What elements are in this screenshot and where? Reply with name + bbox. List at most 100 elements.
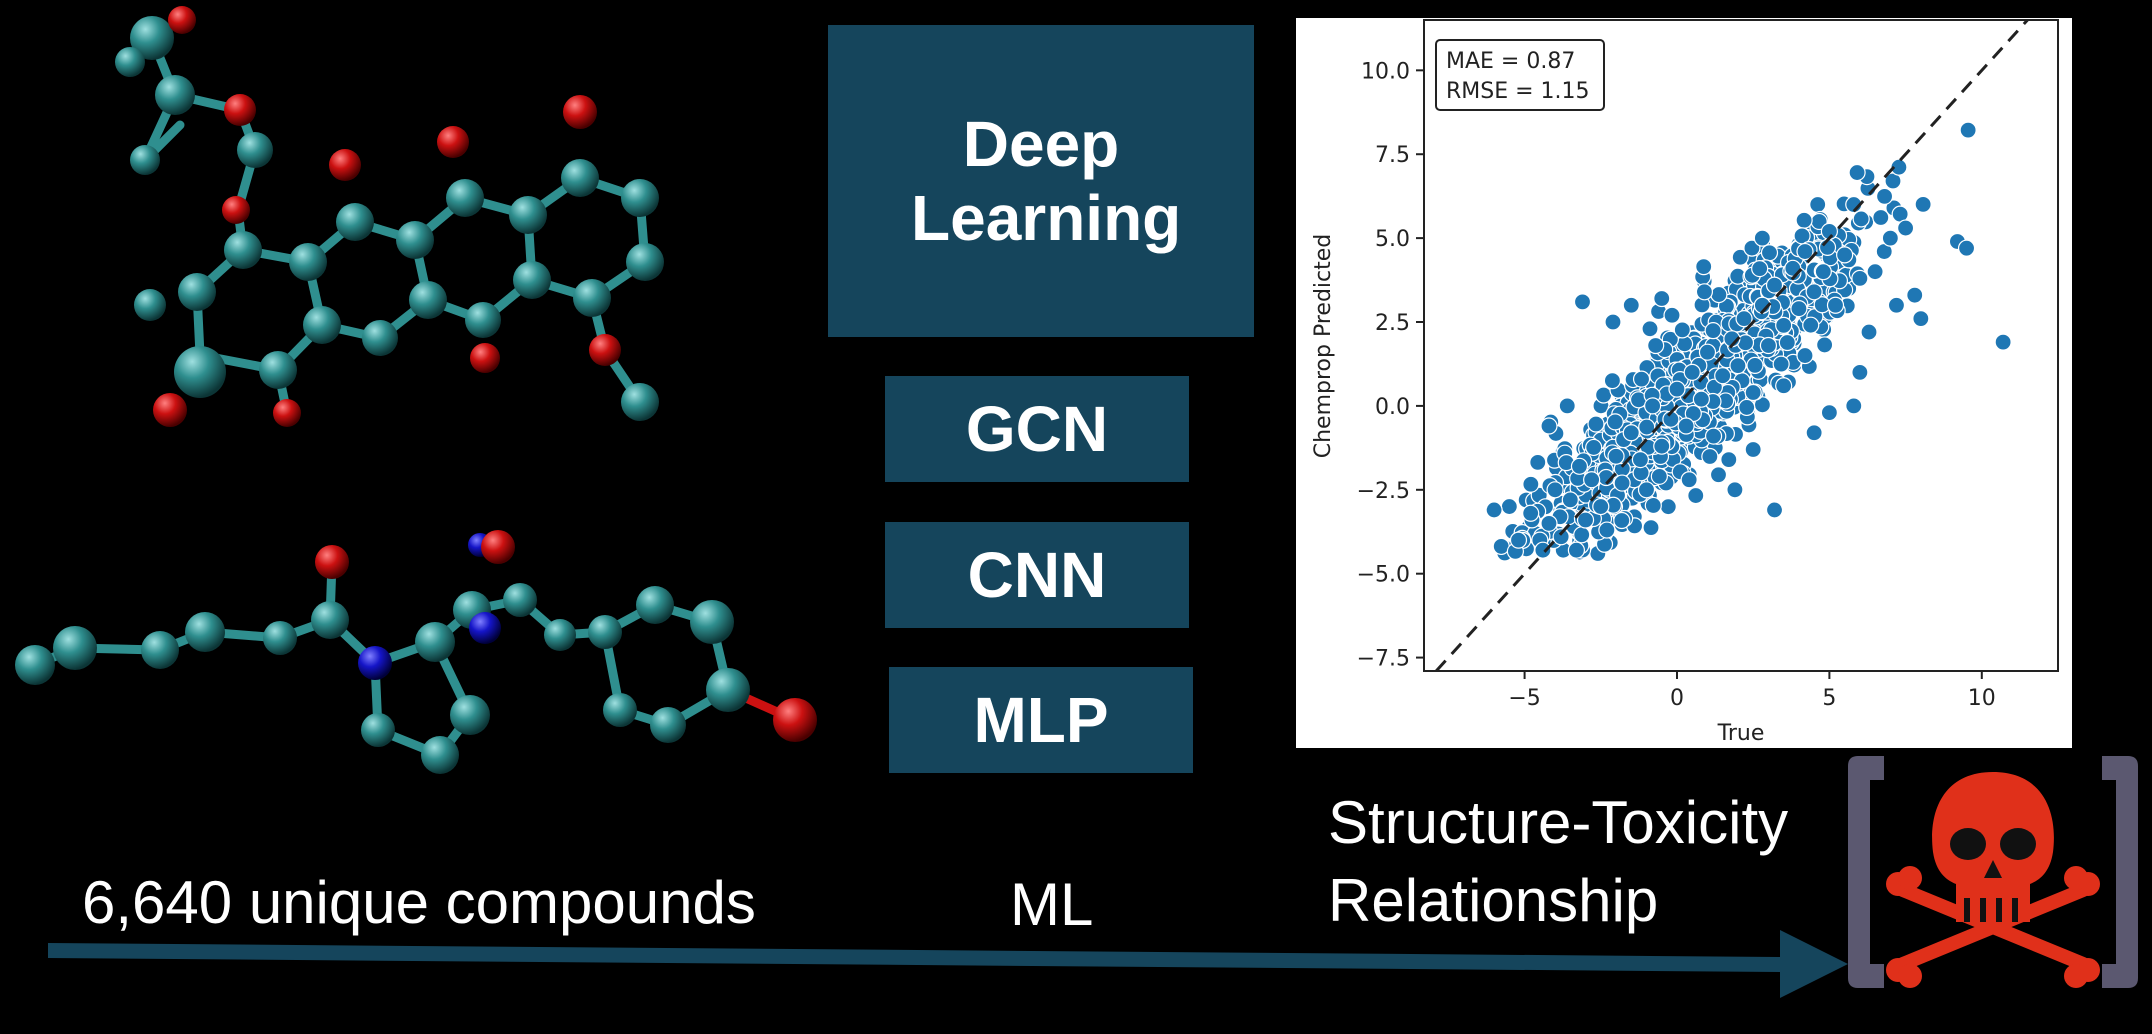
scatter-point: [1631, 450, 1650, 469]
scatter-point: [1583, 471, 1601, 489]
scatter-point: [1866, 263, 1884, 281]
scatter-point-bg: [1890, 158, 1908, 176]
deep-learning-label: Deep Learning: [911, 108, 1182, 254]
scatter-point: [1814, 263, 1832, 281]
scatter-point: [1607, 447, 1625, 465]
scatter-point: [1540, 514, 1558, 532]
y-tick-label: 7.5: [1375, 143, 1410, 168]
scatter-point-bg: [1731, 248, 1749, 266]
scatter-point: [1805, 424, 1823, 442]
scatter-point: [1790, 299, 1808, 318]
scatter-point-bg: [1687, 486, 1705, 505]
scatter-point: [1765, 276, 1784, 294]
scatter-point-bg: [1594, 386, 1613, 404]
relationship-line1: Structure-Toxicity: [1328, 789, 1789, 856]
scatter-point: [1637, 481, 1656, 499]
scatter-point: [1851, 269, 1869, 287]
scatter-point-bg: [1573, 526, 1591, 544]
mlp-label: MLP: [973, 684, 1109, 756]
scatter-point: [1522, 504, 1540, 522]
gcn-label: GCN: [965, 393, 1109, 465]
scatter-point: [1653, 437, 1671, 455]
scatter-point: [1820, 404, 1838, 422]
scatter-point-bg: [1816, 336, 1834, 354]
scatter-point-bg: [1743, 239, 1761, 257]
scatter-point-bg: [1802, 316, 1820, 334]
compounds-label: 6,640 unique compounds: [82, 869, 756, 936]
scatter-point: [1622, 424, 1640, 442]
cnn-label: CNN: [967, 539, 1107, 611]
scatter-point: [1994, 333, 2012, 351]
scatter-point-bg: [1642, 518, 1660, 537]
rmse-text: RMSE = 1.15: [1446, 79, 1590, 104]
scatter-point: [1695, 283, 1714, 301]
scatter-point: [1613, 474, 1631, 492]
x-tick-label: 10: [1968, 686, 1996, 711]
x-tick-label: 5: [1822, 686, 1836, 711]
scatter-point-bg: [1587, 415, 1605, 433]
scatter-point-bg: [1875, 187, 1894, 205]
scatter-point-bg: [1751, 259, 1769, 278]
scatter-point: [1775, 316, 1793, 334]
scatter-point: [1622, 296, 1640, 314]
scatter-point-bg: [1644, 496, 1662, 515]
scatter-point-bg: [1709, 466, 1728, 484]
scatter-point: [1836, 246, 1854, 264]
scatter-point-bg: [1663, 306, 1681, 324]
molecule-1: [115, 6, 664, 427]
scatter-point: [1644, 397, 1662, 415]
scatter-point-bg: [1522, 475, 1540, 493]
scatter-point: [1704, 427, 1723, 445]
scatter-point: [1912, 310, 1930, 328]
scatter-point: [1680, 471, 1698, 489]
x-axis-label: True: [1717, 721, 1765, 746]
scatter-point: [1957, 239, 1976, 257]
scatter-point-bg: [1632, 370, 1651, 388]
scatter-point: [1796, 346, 1814, 365]
scatter-point: [1546, 481, 1564, 499]
scatter-point: [1570, 457, 1589, 475]
skull-crossbones-icon: [1848, 756, 2138, 988]
scatter-point: [1598, 521, 1616, 539]
scatter-point-bg: [1650, 467, 1668, 485]
scatter-point-bg: [1848, 163, 1866, 182]
x-tick-label: −5: [1508, 686, 1540, 711]
scatter-point: [1720, 450, 1738, 469]
scatter-point: [1509, 531, 1528, 549]
scatter-point: [1540, 417, 1558, 435]
scatter-point-bg: [1710, 285, 1728, 304]
scatter-point: [1753, 229, 1771, 247]
y-axis-label: Chemprop Predicted: [1311, 234, 1336, 459]
ml-label: ML: [1010, 871, 1094, 938]
y-tick-label: −2.5: [1357, 479, 1410, 504]
scatter-point: [1552, 528, 1570, 546]
scatter-point: [1677, 417, 1695, 435]
scatter-point: [1826, 296, 1845, 314]
scatter-point: [1567, 541, 1586, 559]
scatter-point-bg: [1746, 356, 1764, 374]
scatter-point-bg: [1959, 121, 1977, 139]
scatter-point: [1845, 397, 1863, 415]
scatter-point-bg: [1772, 355, 1790, 373]
arrow-right: [48, 930, 1848, 998]
scatter-point: [1647, 336, 1665, 355]
y-tick-label: 0.0: [1375, 395, 1410, 420]
scatter-point: [1765, 501, 1784, 519]
scatter-point-bg: [1852, 210, 1870, 228]
scatter-point-bg: [1606, 413, 1624, 431]
scatter-point: [1668, 380, 1686, 398]
scatter-point: [1881, 229, 1899, 247]
scatter-point: [1887, 296, 1906, 314]
scatter-point-bg: [1675, 335, 1694, 353]
scatter-point-bg: [1809, 195, 1827, 214]
scatter-chart: −5 0 5 10 −7.5 −5.0 −2.5 0.0 2.5 5.0 7.5 10.0 True…: [1311, 18, 2059, 746]
scatter-point-bg: [1795, 211, 1813, 229]
scatter-point: [1534, 541, 1552, 559]
scatter-point-bg: [1872, 208, 1890, 227]
scatter-point: [1759, 336, 1778, 355]
relationship-line2: Relationship: [1328, 867, 1659, 934]
scatter-point: [1796, 242, 1814, 261]
scatter-point-bg: [1701, 447, 1719, 466]
scatter-point-bg: [1760, 244, 1779, 262]
scatter-point: [1805, 283, 1823, 301]
